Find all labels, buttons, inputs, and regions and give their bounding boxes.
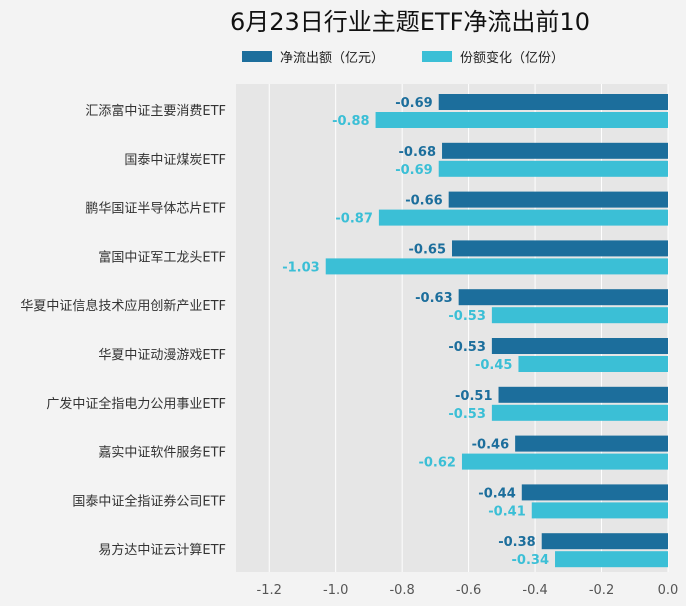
x-tick-label: -0.8 xyxy=(389,583,414,598)
category-label: 国泰中证煤炭ETF xyxy=(124,153,226,168)
bar-net-outflow xyxy=(452,240,668,257)
data-label: -0.44 xyxy=(478,486,515,501)
bar-share-change xyxy=(378,209,668,226)
data-label: -0.62 xyxy=(418,456,455,471)
x-tick-label: -1.0 xyxy=(323,583,348,598)
bar-share-change xyxy=(375,112,668,128)
bar-net-outflow xyxy=(491,338,668,354)
data-label: -0.66 xyxy=(405,194,442,209)
bar-net-outflow xyxy=(498,386,668,403)
category-label: 汇添富中证主要消费ETF xyxy=(85,103,226,119)
bar-share-change xyxy=(531,502,668,519)
data-label: -0.41 xyxy=(488,504,525,519)
category-label: 鹏华国证半导体芯片ETF xyxy=(85,202,226,217)
bar-net-outflow xyxy=(458,289,668,306)
bar-share-change xyxy=(325,258,668,275)
bar-net-outflow xyxy=(448,191,668,208)
category-label: 广发中证全指电力公用事业ETF xyxy=(46,396,226,412)
bar-share-change xyxy=(518,356,668,372)
data-label: -0.53 xyxy=(448,340,485,355)
x-tick-label: -0.6 xyxy=(456,583,481,598)
data-labels: -0.69 -0.88 -0.68 -0.69 -0.66 -0.87 -0.65 -1.03… xyxy=(282,96,549,568)
category-label: 国泰中证全指证券公司ETF xyxy=(72,493,226,509)
x-tick-label: -0.2 xyxy=(589,583,614,598)
bar-net-outflow xyxy=(438,94,668,110)
data-label: -0.68 xyxy=(399,145,436,160)
bar-share-change xyxy=(555,551,668,568)
bar-net-outflow xyxy=(442,142,668,159)
bar-share-change xyxy=(491,307,668,324)
data-label: -0.53 xyxy=(448,407,485,422)
category-labels: 汇添富中证主要消费ETF 国泰中证煤炭ETF 鹏华国证半导体芯片ETF 富国中证军工龙… xyxy=(20,103,226,558)
data-label: -0.69 xyxy=(395,96,432,111)
bar-share-change xyxy=(461,453,668,470)
x-tick-label: -1.2 xyxy=(257,583,282,598)
data-label: -1.03 xyxy=(282,260,319,275)
legend-label-share-change: 份额变化（亿份） xyxy=(460,50,564,66)
legend: 净流出额（亿元） 份额变化（亿份） xyxy=(242,50,564,66)
legend-label-net-outflow: 净流出额（亿元） xyxy=(280,51,384,66)
bar-net-outflow xyxy=(521,484,668,501)
category-label: 嘉实中证软件服务ETF xyxy=(98,445,226,461)
data-label: -0.88 xyxy=(332,114,369,129)
data-label: -0.65 xyxy=(409,242,446,257)
bars xyxy=(325,94,668,568)
bar-share-change xyxy=(491,404,668,421)
chart-title: 6月23日行业主题ETF净流出前10 xyxy=(230,8,590,36)
bar-net-outflow xyxy=(541,533,668,550)
data-label: -0.46 xyxy=(472,438,509,453)
x-tick-label: 0.0 xyxy=(658,583,679,598)
data-label: -0.87 xyxy=(335,212,372,227)
data-label: -0.38 xyxy=(498,535,535,550)
category-label: 富国中证军工龙头ETF xyxy=(98,249,226,265)
bar-share-change xyxy=(438,160,668,177)
data-label: -0.63 xyxy=(415,291,452,306)
x-axis-ticks: -1.2 -1.0 -0.8 -0.6 -0.4 -0.2 0.0 xyxy=(257,583,679,598)
legend-swatch-net-outflow xyxy=(242,51,272,62)
data-label: -0.51 xyxy=(455,389,492,404)
data-label: -0.45 xyxy=(475,358,512,373)
data-label: -0.34 xyxy=(512,553,549,568)
data-label: -0.53 xyxy=(448,309,485,324)
category-label: 易方达中证云计算ETF xyxy=(98,542,226,558)
category-label: 华夏中证信息技术应用创新产业ETF xyxy=(20,298,226,314)
bar-net-outflow xyxy=(515,435,668,452)
data-label: -0.69 xyxy=(395,163,432,178)
x-tick-label: -0.4 xyxy=(522,583,547,598)
category-label: 华夏中证动漫游戏ETF xyxy=(98,348,226,363)
legend-swatch-share-change xyxy=(422,51,452,62)
